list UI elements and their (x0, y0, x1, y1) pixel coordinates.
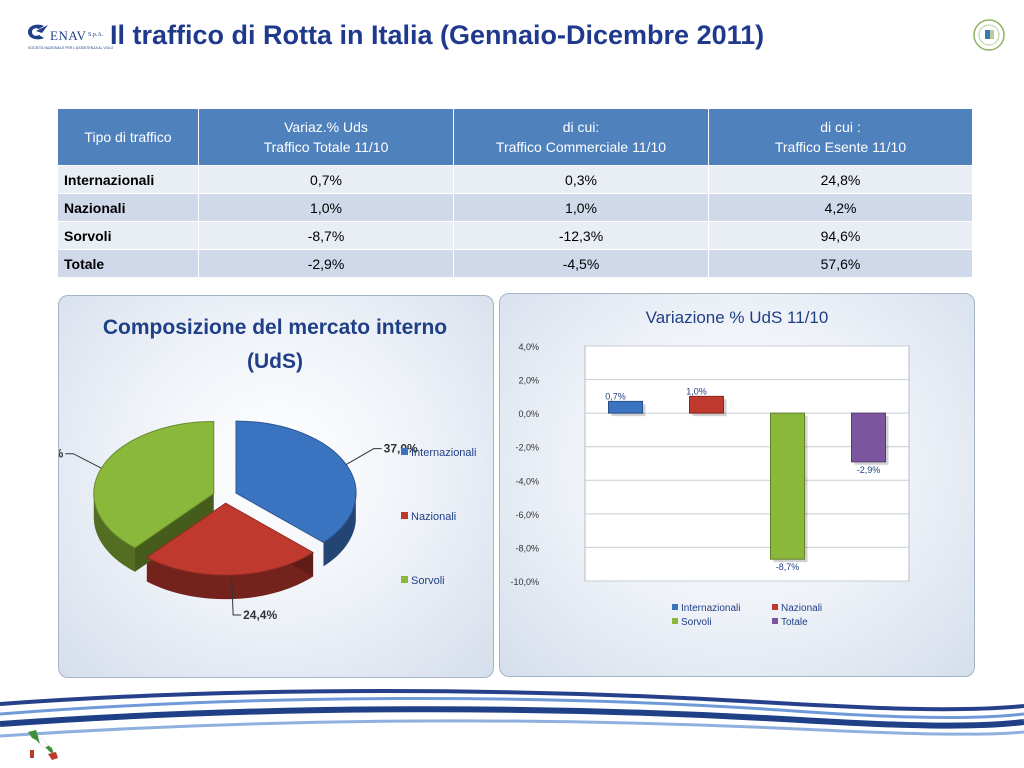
pie-leader-line (231, 575, 242, 616)
bar-nazionali (689, 395, 724, 414)
cell-commerciale: 1,0% (453, 193, 709, 222)
column-header-totale: Variaz.% Uds Traffico Totale 11/10 (198, 108, 454, 166)
column-header-esente: di cui : Traffico Esente 11/10 (708, 108, 973, 166)
cell-commerciale: -4,5% (453, 249, 709, 278)
pie-title-line1: Composizione del mercato interno (103, 316, 447, 339)
cell-totale: 0,7% (198, 165, 454, 194)
bar-totale (851, 412, 886, 463)
legend-swatch (772, 618, 778, 624)
cell-totale: 1,0% (198, 193, 454, 222)
legend-swatch (401, 512, 408, 519)
bar-data-label: -8,7% (776, 562, 800, 572)
enav-logo: ENAV S.p.A. SOCIETÀ NAZIONALE PER L'ASSI… (26, 22, 113, 58)
legend-label: Sorvoli (681, 617, 712, 628)
table-row: Internazionali 0,7% 0,3% 24,8% (57, 165, 973, 194)
table-header-row: Tipo di traffico Variaz.% Uds Traffico To… (57, 108, 973, 166)
pie-leader-line (65, 453, 102, 469)
cell-esente: 24,8% (708, 165, 973, 194)
legend-swatch (672, 618, 678, 624)
bar-internazionali (608, 400, 643, 414)
pie-data-label: 37,0% (384, 442, 418, 456)
y-tick-label: -4,0% (515, 476, 539, 486)
y-tick-label: -10,0% (510, 577, 539, 587)
bar-data-label: 1,0% (686, 386, 707, 396)
enav-logo-mark (28, 24, 48, 40)
pie-slice-internazionali (235, 420, 357, 544)
pie-data-label: 38,6% (59, 447, 64, 461)
pie-slice-side-internazionali (323, 497, 356, 567)
pie-chart: Composizione del mercato interno (UdS) 3… (59, 316, 476, 622)
legend-label: Internazionali (411, 447, 476, 459)
bar-chart: Variazione % UdS 11/10 4,0% 2,0% 0,0% -2,0%… (510, 308, 910, 628)
legend-label: Totale (781, 617, 808, 628)
legend-swatch (401, 448, 408, 455)
pie-data-label: 24,4% (243, 608, 277, 622)
pie-chart-panel: Composizione del mercato interno (UdS) 3… (58, 295, 494, 678)
row-label: Nazionali (57, 193, 199, 222)
footer-wave-decoration (0, 689, 1024, 738)
pie-slice-sorvoli (93, 420, 215, 549)
pie-title-line2: (UdS) (247, 350, 303, 373)
logo-wordmark: ENAV (50, 28, 87, 43)
logo-tagline: SOCIETÀ NAZIONALE PER L'ASSISTENZA AL VO… (28, 46, 114, 50)
legend-label: Nazionali (781, 603, 822, 614)
pie-slice-nazionali (145, 502, 315, 576)
legend-label: Internazionali (681, 603, 740, 614)
cell-totale: -2,9% (198, 249, 454, 278)
table-row: Sorvoli -8,7% -12,3% 94,6% (57, 221, 973, 250)
y-tick-label: -6,0% (515, 510, 539, 520)
italy-map-icon (28, 730, 58, 760)
y-tick-label: 0,0% (518, 409, 539, 419)
column-header-commerciale: di cui: Traffico Commerciale 11/10 (453, 108, 709, 166)
y-tick-label: -8,0% (515, 543, 539, 553)
row-label: Totale (57, 249, 199, 278)
legend-label: Nazionali (411, 511, 456, 523)
pie-leader-line (345, 448, 382, 465)
table-row: Totale -2,9% -4,5% 57,6% (57, 249, 973, 278)
bar-data-label: -2,9% (857, 465, 881, 475)
bar-title: Variazione % UdS 11/10 (646, 308, 829, 327)
row-label: Internazionali (57, 165, 199, 194)
legend-swatch (772, 604, 778, 610)
logo-spa: S.p.A. (88, 32, 104, 38)
bar-chart-panel: Variazione % UdS 11/10 4,0% 2,0% 0,0% -2,0%… (499, 293, 975, 677)
pie-slice-side-sorvoli (93, 493, 135, 572)
cell-esente: 4,2% (708, 193, 973, 222)
pie-slice-side-nazionali (146, 552, 314, 600)
legend-label: Sorvoli (411, 575, 445, 587)
column-header-tipo: Tipo di traffico (57, 108, 199, 166)
row-label: Sorvoli (57, 221, 199, 250)
traffic-table: Tipo di traffico Variaz.% Uds Traffico To… (57, 108, 973, 278)
bar-data-label: 0,7% (605, 391, 626, 401)
certification-seal-icon (973, 19, 1005, 51)
y-tick-label: 2,0% (518, 376, 539, 386)
table-row: Nazionali 1,0% 1,0% 4,2% (57, 193, 973, 222)
page-title: Il traffico di Rotta in Italia (Gennaio-… (110, 20, 765, 50)
cell-totale: -8,7% (198, 221, 454, 250)
plot-area (584, 345, 910, 582)
bar-sorvoli (770, 412, 805, 560)
cell-commerciale: 0,3% (453, 165, 709, 194)
y-tick-label: 4,0% (518, 342, 539, 352)
cell-esente: 94,6% (708, 221, 973, 250)
y-tick-label: -2,0% (515, 443, 539, 453)
cell-commerciale: -12,3% (453, 221, 709, 250)
cell-esente: 57,6% (708, 249, 973, 278)
legend-swatch (401, 576, 408, 583)
legend-swatch (672, 604, 678, 610)
